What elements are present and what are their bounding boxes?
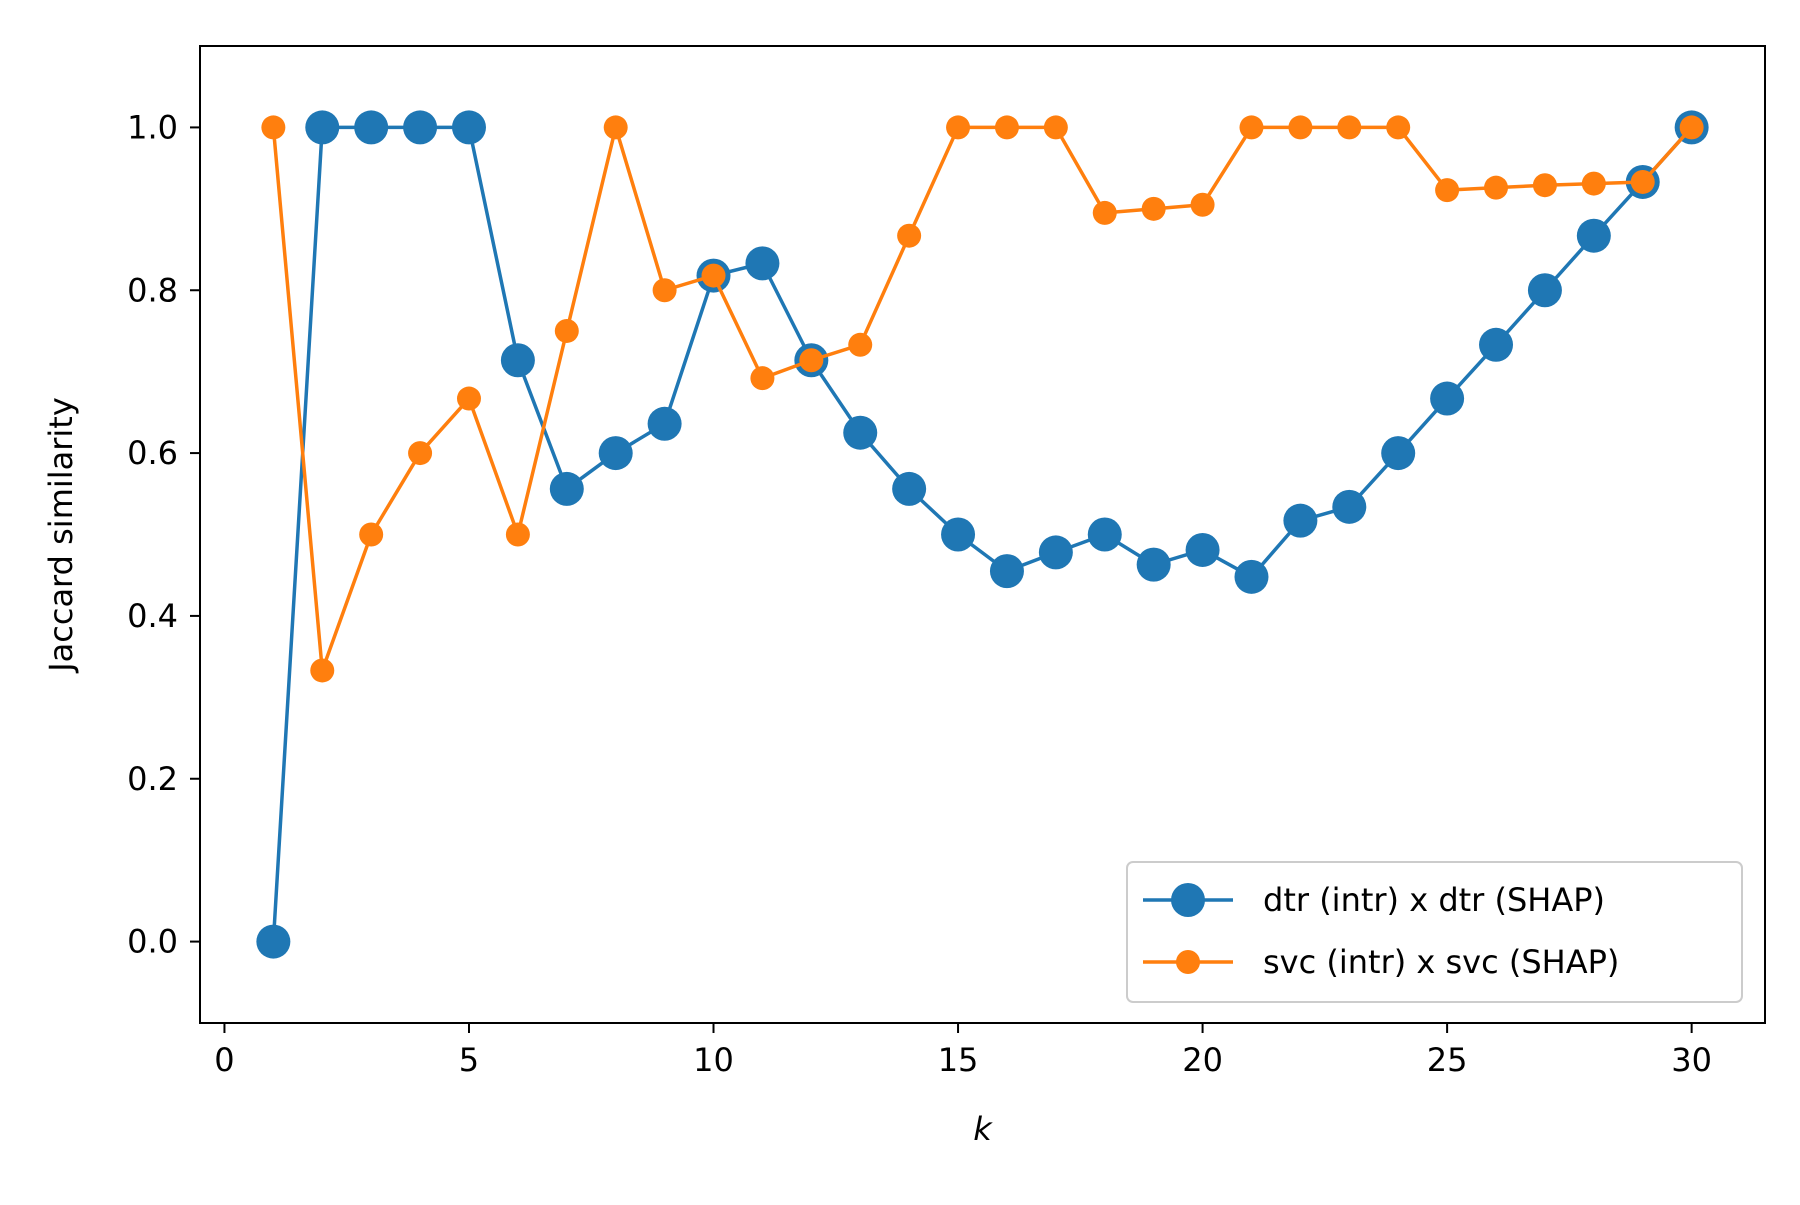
- plot-frame: [199, 45, 1766, 1024]
- data-point: [1043, 115, 1068, 140]
- y-tick-label: 0.0: [127, 923, 178, 961]
- data-point: [1234, 559, 1269, 594]
- y-tick-label: 1.0: [127, 108, 178, 146]
- data-point: [354, 110, 389, 145]
- y-axis: 0.0 0.2 0.4 0.6 0.8 1.0: [127, 108, 200, 961]
- data-point: [1484, 175, 1509, 200]
- data-point: [1038, 535, 1073, 570]
- data-point: [989, 554, 1024, 589]
- data-point: [1479, 327, 1514, 362]
- series-line: [271, 125, 1693, 942]
- y-axis-label: Jaccard similarity: [42, 397, 80, 674]
- data-point: [1630, 169, 1655, 194]
- data-point: [305, 110, 340, 145]
- legend-box: [1126, 861, 1743, 1003]
- y-tick-label: 0.2: [127, 760, 178, 798]
- data-point: [701, 263, 726, 288]
- data-point: [1386, 115, 1411, 140]
- data-point: [456, 386, 481, 411]
- x-tick-label: 10: [693, 1041, 734, 1079]
- data-point: [745, 246, 780, 281]
- series-layer: [256, 110, 1709, 959]
- x-tick-label: 25: [1427, 1041, 1468, 1079]
- data-point: [799, 348, 824, 373]
- series-dtr: [256, 110, 1709, 959]
- legend-marker-svc: [1176, 950, 1200, 974]
- legend-label-dtr: dtr (intr) x dtr (SHAP): [1263, 881, 1605, 919]
- data-point: [310, 658, 335, 683]
- data-point: [549, 471, 584, 506]
- legend-entry-svc: svc (intr) x svc (SHAP): [1143, 943, 1619, 981]
- data-point: [941, 517, 976, 552]
- data-point: [892, 471, 927, 506]
- data-point: [403, 110, 438, 145]
- data-point: [1283, 503, 1318, 538]
- data-point: [843, 415, 878, 450]
- data-point: [1581, 171, 1606, 196]
- data-point: [1332, 489, 1367, 524]
- data-point: [1576, 218, 1611, 253]
- data-point: [500, 343, 535, 378]
- data-point: [946, 115, 971, 140]
- data-point: [1087, 517, 1122, 552]
- data-point: [647, 406, 682, 441]
- data-point: [1136, 547, 1171, 582]
- data-point: [994, 115, 1019, 140]
- data-point: [1532, 173, 1557, 198]
- data-point: [408, 441, 433, 466]
- data-point: [359, 522, 384, 547]
- data-point: [261, 115, 286, 140]
- y-tick-label: 0.8: [127, 271, 178, 309]
- data-point: [1288, 115, 1313, 140]
- data-point: [603, 115, 628, 140]
- data-point: [598, 436, 633, 471]
- data-point: [1185, 532, 1220, 567]
- x-tick-label: 0: [214, 1041, 234, 1079]
- data-point: [451, 110, 486, 145]
- legend-entry-dtr: dtr (intr) x dtr (SHAP): [1143, 881, 1605, 919]
- data-point: [554, 318, 579, 343]
- data-point: [1527, 273, 1562, 308]
- data-point: [1435, 178, 1460, 203]
- data-point: [1239, 115, 1264, 140]
- data-point: [848, 332, 873, 357]
- data-point: [1141, 196, 1166, 221]
- data-point: [505, 522, 530, 547]
- legend-marker-dtr: [1171, 883, 1205, 917]
- y-tick-label: 0.4: [127, 597, 178, 635]
- y-tick-label: 0.6: [127, 434, 178, 472]
- data-point: [1679, 115, 1704, 140]
- x-axis: 0 5 10 15 20 25 30: [214, 1023, 1712, 1079]
- data-point: [1337, 115, 1362, 140]
- data-point: [1190, 192, 1215, 217]
- x-tick-label: 15: [938, 1041, 979, 1079]
- data-point: [652, 278, 677, 303]
- data-point: [750, 366, 775, 391]
- legend-label-svc: svc (intr) x svc (SHAP): [1263, 943, 1619, 981]
- series-svc: [261, 115, 1704, 683]
- data-point: [1381, 436, 1416, 471]
- legend: dtr (intr) x dtr (SHAP) svc (intr) x svc…: [1126, 861, 1743, 1003]
- x-axis-label: k: [973, 1110, 993, 1148]
- x-tick-label: 5: [459, 1041, 479, 1079]
- data-point: [897, 223, 922, 248]
- data-point: [256, 924, 291, 959]
- x-tick-label: 20: [1182, 1041, 1223, 1079]
- x-tick-label: 30: [1671, 1041, 1712, 1079]
- data-point: [1092, 200, 1117, 225]
- data-point: [1430, 381, 1465, 416]
